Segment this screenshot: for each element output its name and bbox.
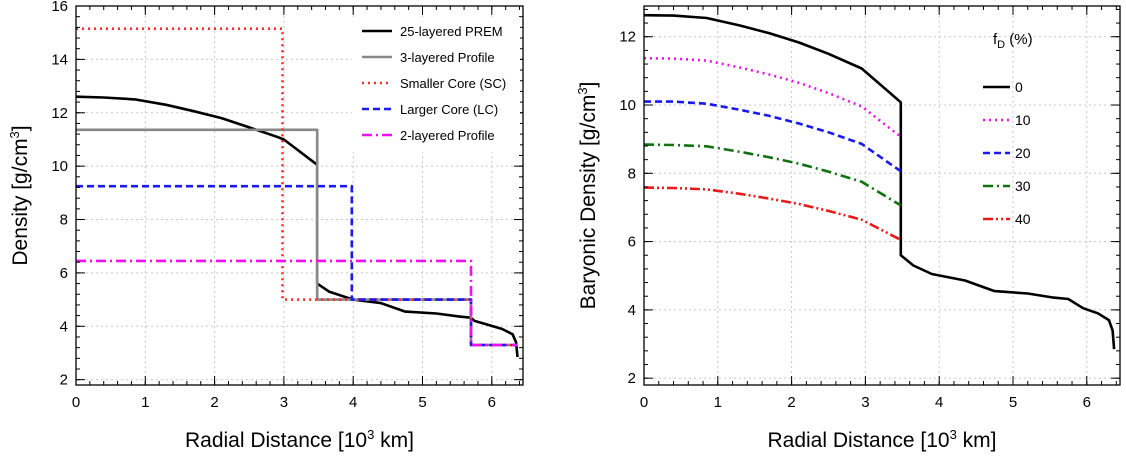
y-axis-title-left: Density [g/cm3]	[7, 125, 32, 265]
x-tick-label: 2	[210, 394, 218, 411]
y-tick-label: 12	[619, 29, 636, 46]
x-axis-title-left: Radial Distance [103 km]	[185, 427, 414, 452]
legend-label: Smaller Core (SC)	[400, 76, 506, 91]
legend-left: 25-layered PREM 3-layered Profile Smaller …	[352, 17, 520, 152]
series-line-smaller-core-sc	[76, 27, 518, 347]
series-line-2-layered-profile	[76, 259, 518, 347]
y-tick-label: 8	[628, 165, 636, 182]
series-line-0	[643, 13, 1116, 350]
legend-label: 0	[1015, 79, 1023, 95]
legend-label: 2-layered Profile	[400, 128, 495, 143]
x-tick-label: 0	[640, 394, 648, 411]
y-tick-label: 16	[51, 0, 68, 15]
legend-label: Larger Core (LC)	[400, 102, 498, 117]
x-tick-label: 0	[72, 394, 80, 411]
series-line-30	[643, 143, 902, 207]
x-tick-label: 6	[488, 394, 496, 411]
y-tick-label: 6	[60, 265, 68, 282]
y-tick-label: 10	[619, 97, 636, 114]
y-tick-label: 12	[51, 105, 68, 122]
x-tick-label: 4	[935, 394, 943, 411]
x-tick-label: 5	[418, 394, 426, 411]
legend-label: 20	[1015, 145, 1031, 161]
legend-background	[352, 17, 520, 152]
y-tick-label: 4	[60, 318, 68, 335]
x-tick-label: 3	[861, 394, 869, 411]
y-tick-label: 14	[51, 51, 68, 68]
x-tick-label: 1	[714, 394, 722, 411]
legend-label: 30	[1015, 178, 1031, 194]
series-left	[75, 27, 519, 358]
legend-label: 25-layered PREM	[400, 24, 503, 39]
y-tick-label: 4	[628, 302, 636, 319]
y-tick-label: 2	[628, 370, 636, 387]
series-line-25-layered-prem	[75, 95, 519, 358]
y-axis-title-right: Baryonic Density [g/cm3]	[575, 82, 600, 310]
series-line-40	[643, 186, 902, 242]
x-tick-label: 4	[349, 394, 357, 411]
x-tick-label: 6	[1083, 394, 1091, 411]
plot-frame-right	[643, 5, 1121, 386]
legend-label: 40	[1015, 211, 1031, 227]
x-tick-label: 1	[141, 394, 149, 411]
y-tick-label: 2	[60, 372, 68, 389]
legend-label: 3-layered Profile	[400, 50, 495, 65]
x-axis-title-right: Radial Distance [103 km]	[767, 427, 996, 452]
legend-right: fD (%) 0 10 20 30 40	[983, 31, 1033, 227]
y-tick-label: 10	[51, 158, 68, 175]
legend-title: fD (%)	[993, 31, 1033, 51]
legend-label: 10	[1015, 112, 1031, 128]
x-tick-label: 5	[1009, 394, 1017, 411]
y-tick-label: 6	[628, 234, 636, 251]
series-right	[643, 13, 1116, 350]
y-tick-label: 8	[60, 212, 68, 229]
x-tick-label: 2	[787, 394, 795, 411]
series-line-20	[644, 100, 902, 173]
series-line-10	[643, 56, 902, 138]
x-tick-label: 3	[280, 394, 288, 411]
plot-frame-left	[75, 5, 524, 386]
